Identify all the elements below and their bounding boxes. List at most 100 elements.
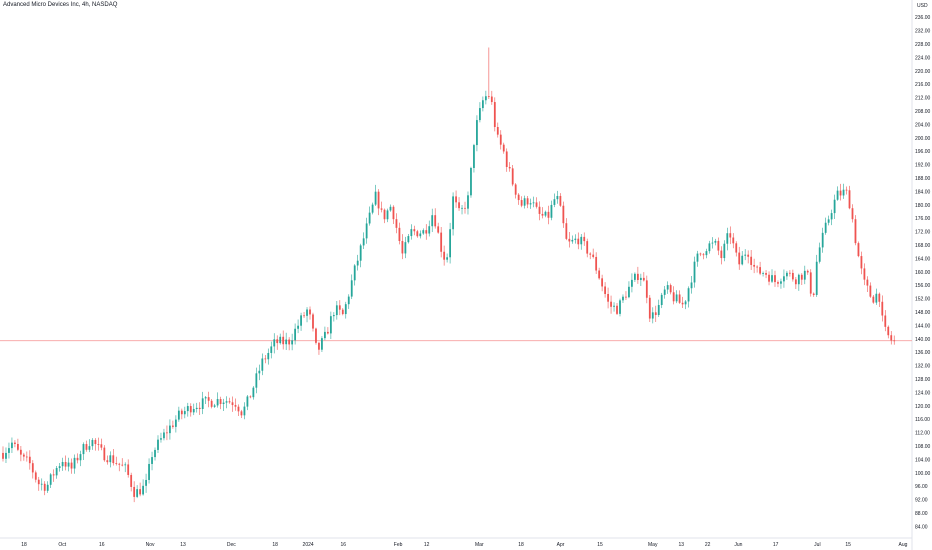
candle-body <box>496 127 499 135</box>
y-tick-label: 148.00 <box>915 310 931 316</box>
candle-body <box>851 208 854 220</box>
y-tick-label: 96.00 <box>915 484 928 490</box>
candle-body <box>371 204 374 213</box>
candle-body <box>797 274 800 285</box>
candle-body <box>246 396 249 407</box>
candle-body <box>705 251 708 256</box>
x-tick-label: 16 <box>340 542 346 548</box>
candle-body <box>392 206 395 220</box>
candle-body <box>845 189 848 191</box>
candle-body <box>887 326 890 336</box>
candle-body <box>276 339 279 344</box>
candle-body <box>657 305 660 315</box>
candle-body <box>780 281 782 284</box>
x-tick-label: 15 <box>845 542 851 548</box>
candle-body <box>619 300 621 314</box>
y-tick-label: 144.00 <box>915 323 931 329</box>
candle-body <box>148 463 150 480</box>
x-tick-label: Nov <box>146 542 155 548</box>
candle-body <box>169 425 171 434</box>
candle-body <box>183 411 186 415</box>
x-tick-label: 13 <box>180 542 186 548</box>
candle-body <box>413 229 416 232</box>
y-tick-label: 192.00 <box>915 163 931 169</box>
candle-body <box>106 460 109 463</box>
candle-body <box>631 279 633 287</box>
candle-body <box>321 338 323 350</box>
y-tick-label: 220.00 <box>915 69 931 75</box>
candle-body <box>14 442 16 444</box>
y-tick-label: 128.00 <box>915 377 931 383</box>
y-tick-label: 104.00 <box>915 457 931 463</box>
x-tick-label: 18 <box>21 542 27 548</box>
y-tick-label: 180.00 <box>915 203 931 209</box>
candle-body <box>499 134 502 145</box>
candle-body <box>806 270 809 273</box>
candle-body <box>8 448 10 453</box>
candle-body <box>890 335 893 341</box>
candle-body <box>440 232 443 252</box>
candle-body <box>88 446 91 450</box>
candle-body <box>479 108 481 121</box>
x-tick-label: May <box>648 542 658 548</box>
candle-body <box>869 285 872 297</box>
candle-body <box>291 340 294 345</box>
y-tick-label: 164.00 <box>915 256 931 262</box>
candle-body <box>228 401 231 403</box>
candle-body <box>493 102 496 128</box>
candle-body <box>616 305 618 314</box>
candle-body <box>210 400 213 407</box>
candle-body <box>484 96 487 101</box>
candle-body <box>338 305 341 310</box>
candle-body <box>800 274 803 280</box>
x-tick-label: Mar <box>475 542 484 548</box>
candle-body <box>675 294 678 302</box>
candle-body <box>577 238 580 245</box>
candle-body <box>738 252 741 265</box>
candle-body <box>595 256 598 271</box>
candle-body <box>255 373 258 388</box>
y-tick-label: 196.00 <box>915 149 931 155</box>
candle-body <box>872 296 875 303</box>
candle-body <box>303 315 305 317</box>
candle-body <box>866 279 869 286</box>
candle-body <box>696 253 699 262</box>
candle-body <box>523 198 526 206</box>
candle-body <box>857 243 860 257</box>
candle-body <box>40 483 43 485</box>
candle-body <box>64 461 67 467</box>
candle-body <box>225 401 228 403</box>
candle-body <box>610 301 612 307</box>
candle-body <box>878 293 881 302</box>
candle-body <box>625 296 627 298</box>
x-tick-label: Aug <box>899 542 908 548</box>
candle-body <box>401 241 404 254</box>
candle-body <box>109 455 112 463</box>
y-tick-label: 100.00 <box>915 471 931 477</box>
candle-body <box>568 238 571 242</box>
candle-body <box>279 336 282 344</box>
candle-body <box>243 406 246 416</box>
candle-body <box>654 312 657 315</box>
candle-body <box>73 457 76 469</box>
candle-body <box>204 397 207 399</box>
candle-body <box>467 195 469 209</box>
candle-body <box>347 296 350 305</box>
candle-body <box>636 273 639 281</box>
candle-body <box>759 267 761 274</box>
candle-body <box>791 272 794 280</box>
candle-body <box>729 233 732 238</box>
candle-body <box>863 268 866 280</box>
candle-body <box>809 272 812 294</box>
candle-body <box>601 278 604 287</box>
candle-body <box>49 474 52 485</box>
candle-body <box>207 397 210 401</box>
candle-body <box>535 202 538 207</box>
y-tick-label: 116.00 <box>915 417 930 423</box>
y-tick-label: 200.00 <box>915 136 931 142</box>
candle-body <box>684 301 687 305</box>
candle-body <box>264 358 267 360</box>
x-tick-label: Jul <box>814 542 820 548</box>
candle-body <box>487 96 490 98</box>
